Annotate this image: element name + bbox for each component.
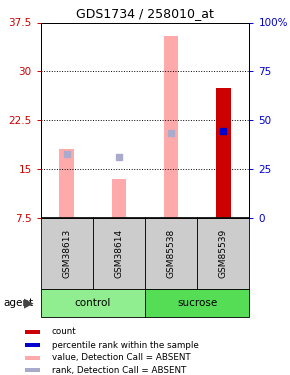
Text: GSM38614: GSM38614	[114, 228, 124, 278]
Bar	[25, 330, 40, 334]
Bar	[25, 368, 40, 372]
Bar	[59, 149, 74, 217]
FancyBboxPatch shape	[93, 217, 145, 289]
FancyBboxPatch shape	[197, 217, 249, 289]
Title: GDS1734 / 258010_at: GDS1734 / 258010_at	[76, 7, 214, 20]
Bar	[216, 87, 231, 218]
FancyBboxPatch shape	[41, 289, 145, 317]
FancyBboxPatch shape	[41, 217, 93, 289]
Text: agent: agent	[3, 298, 33, 307]
FancyBboxPatch shape	[145, 289, 249, 317]
FancyBboxPatch shape	[145, 217, 197, 289]
Bar	[25, 356, 40, 360]
Text: count: count	[52, 327, 77, 336]
Text: sucrose: sucrose	[177, 298, 217, 308]
Text: ▶: ▶	[24, 297, 33, 310]
Text: rank, Detection Call = ABSENT: rank, Detection Call = ABSENT	[52, 366, 186, 375]
Text: GSM85538: GSM85538	[166, 228, 176, 278]
Text: value, Detection Call = ABSENT: value, Detection Call = ABSENT	[52, 353, 191, 362]
Text: control: control	[75, 298, 111, 308]
Bar	[164, 36, 178, 218]
Text: GSM38613: GSM38613	[62, 228, 71, 278]
Text: percentile rank within the sample: percentile rank within the sample	[52, 340, 199, 350]
Bar	[25, 343, 40, 347]
Text: GSM85539: GSM85539	[219, 228, 228, 278]
Bar	[216, 87, 231, 218]
Bar	[112, 178, 126, 218]
